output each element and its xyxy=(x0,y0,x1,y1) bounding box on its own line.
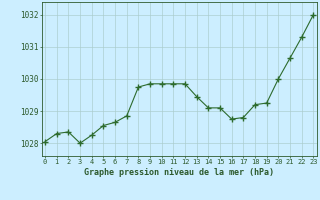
X-axis label: Graphe pression niveau de la mer (hPa): Graphe pression niveau de la mer (hPa) xyxy=(84,168,274,177)
